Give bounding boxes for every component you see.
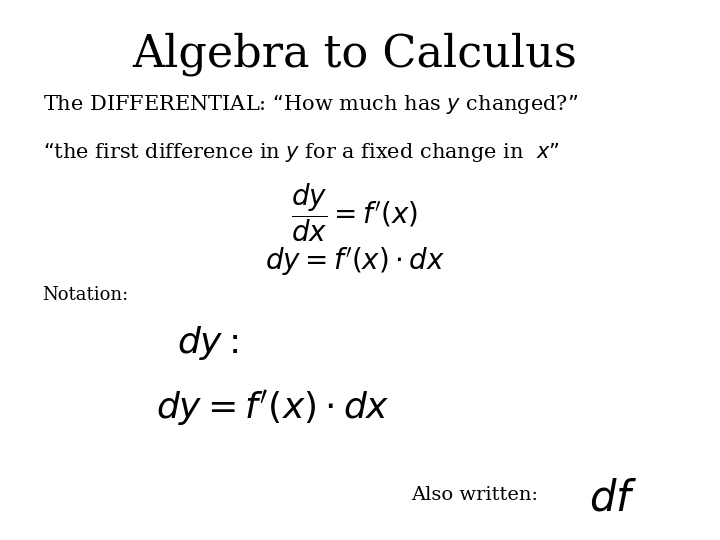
Text: $dy:$: $dy:$ xyxy=(177,324,239,362)
Text: The DIFFERENTIAL: “How much has $y$ changed?”: The DIFFERENTIAL: “How much has $y$ chan… xyxy=(42,92,577,116)
Text: Algebra to Calculus: Algebra to Calculus xyxy=(132,32,577,76)
Text: $dy = f'(x) \cdot dx$: $dy = f'(x) \cdot dx$ xyxy=(156,389,390,429)
Text: “the first difference in $y$ for a fixed change in  $x$”: “the first difference in $y$ for a fixed… xyxy=(42,140,559,164)
Text: $dy = f'(x) \cdot dx$: $dy = f'(x) \cdot dx$ xyxy=(265,246,445,278)
Text: Notation:: Notation: xyxy=(42,286,129,304)
Text: $\dfrac{dy}{dx} = f'(x)$: $\dfrac{dy}{dx} = f'(x)$ xyxy=(291,181,418,244)
Text: Also written:: Also written: xyxy=(411,486,539,504)
Text: $df$: $df$ xyxy=(589,478,637,520)
